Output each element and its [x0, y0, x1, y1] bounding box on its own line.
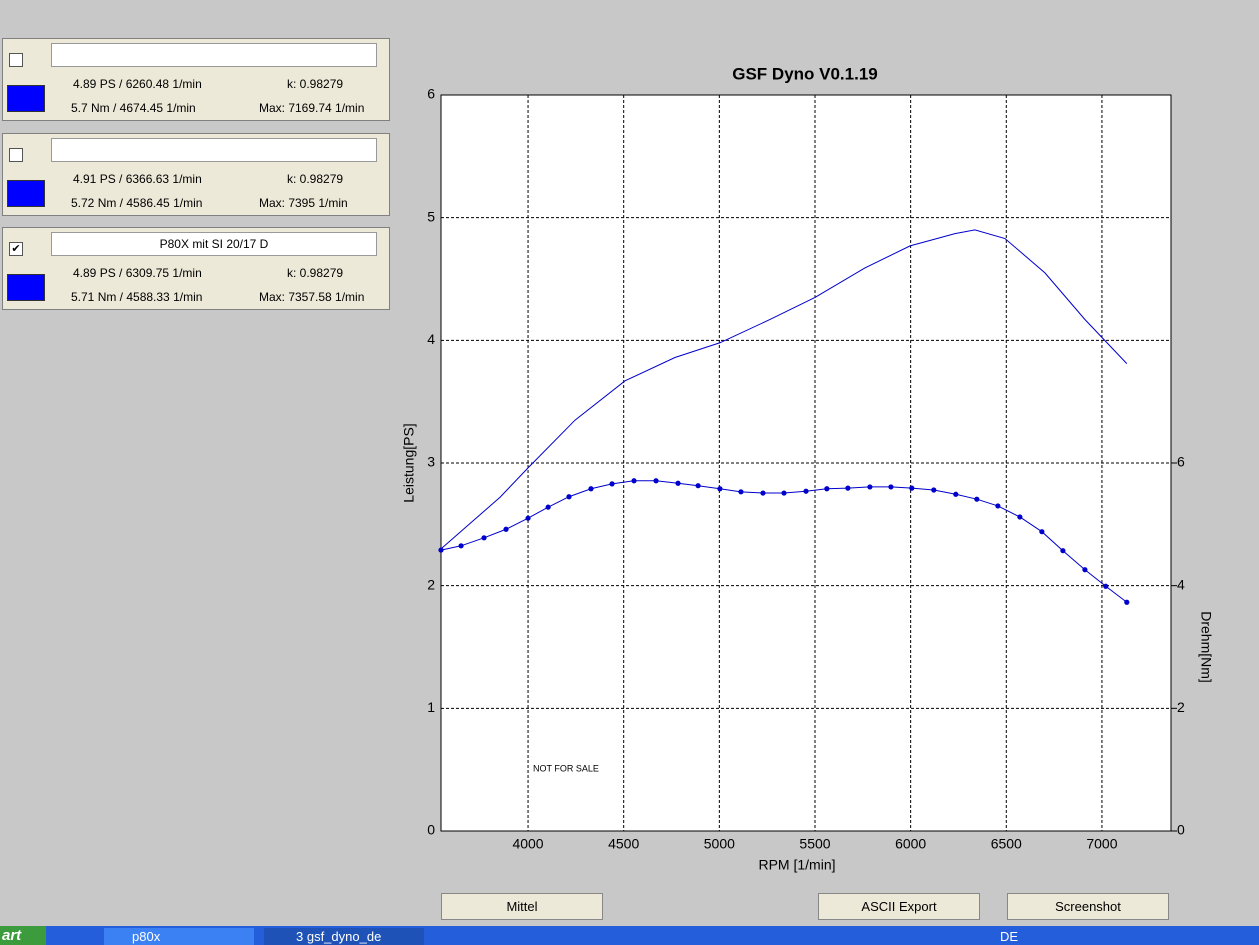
y2-tick-label: 6 — [1177, 454, 1185, 470]
data-point — [503, 526, 509, 532]
panel-torque: 5.71 Nm / 4588.33 1/min — [71, 290, 203, 304]
color-swatch[interactable] — [7, 179, 45, 207]
data-point — [1103, 583, 1109, 589]
panel-max: Max: 7357.58 1/min — [259, 290, 365, 304]
annotation: NOT FOR SALE — [533, 763, 599, 773]
x-tick-label: 4500 — [608, 836, 639, 852]
data-point — [545, 504, 551, 510]
run-name-field[interactable] — [51, 137, 377, 162]
data-point — [438, 547, 444, 553]
x-tick-label: 6000 — [895, 836, 926, 852]
y-tick-label: 5 — [427, 208, 435, 224]
data-point — [738, 489, 744, 495]
x-tick-label: 5000 — [704, 836, 735, 852]
data-point — [974, 496, 980, 502]
data-point — [909, 485, 915, 491]
data-point — [824, 486, 830, 492]
language-indicator[interactable]: DE — [1000, 929, 1019, 944]
y-tick-label: 1 — [427, 699, 435, 715]
checkbox[interactable]: ✔ — [9, 242, 23, 256]
data-point — [995, 503, 1001, 509]
data-point — [1039, 529, 1045, 535]
data-point — [695, 483, 701, 489]
data-point — [760, 490, 766, 496]
color-swatch[interactable] — [7, 274, 45, 301]
data-point — [525, 515, 531, 521]
panel-k: k: 0.98279 — [287, 266, 344, 280]
data-point — [653, 478, 659, 484]
taskbar: art p80x 3 gsf_dyno_de DE — [0, 926, 1259, 945]
run-name-field[interactable] — [51, 43, 377, 67]
data-point — [609, 481, 615, 487]
data-point — [781, 490, 787, 496]
data-point — [675, 480, 681, 486]
data-point — [717, 486, 723, 492]
y-axis-label: Leistung[PS] — [401, 423, 417, 502]
color-swatch[interactable] — [7, 85, 45, 112]
panel-torque: 5.72 Nm / 4586.45 1/min — [71, 195, 203, 210]
y2-axis-label: Drehm[Nm] — [1198, 611, 1214, 683]
data-point — [1017, 514, 1023, 520]
data-point — [566, 494, 572, 500]
panel-power: 4.89 PS / 6260.48 1/min — [73, 77, 202, 91]
y2-tick-label: 0 — [1177, 822, 1185, 838]
button[interactable]: Screenshot — [1007, 893, 1169, 920]
y2-tick-label: 2 — [1177, 699, 1185, 715]
y-tick-label: 0 — [427, 822, 435, 838]
data-point — [588, 486, 594, 492]
button[interactable]: ASCII Export — [818, 893, 980, 920]
x-axis-label: RPM [1/min] — [758, 857, 835, 873]
start-button[interactable]: art — [0, 926, 46, 945]
y-tick-label: 6 — [427, 86, 435, 102]
run-name-field[interactable]: P80X mit SI 20/17 D — [51, 232, 377, 256]
data-point — [803, 488, 809, 494]
panel-torque: 5.7 Nm / 4674.45 1/min — [71, 101, 196, 115]
data-point — [867, 484, 873, 490]
data-point — [1060, 548, 1066, 554]
button[interactable]: Mittel — [441, 893, 603, 920]
checkbox[interactable] — [9, 53, 23, 67]
data-point — [458, 543, 464, 549]
chart: GSF Dyno V0.1.19 RPM [1/min] Leistung[PS… — [401, 64, 1215, 873]
chart-title: GSF Dyno V0.1.19 — [732, 64, 878, 83]
taskbar-item[interactable]: 3 gsf_dyno_de — [264, 928, 424, 945]
y2-tick-label: 4 — [1177, 576, 1185, 592]
panel-max: Max: 7169.74 1/min — [259, 101, 365, 115]
data-line — [440, 229, 1128, 550]
y-tick-label: 4 — [427, 331, 435, 347]
run-panel: ✔ P80X mit SI 20/17 D 4.89 PS / 6309.75 1/… — [2, 227, 390, 310]
checkbox[interactable] — [9, 147, 23, 162]
data-point — [481, 535, 487, 541]
panel-max: Max: 7395 1/min — [259, 195, 348, 210]
x-tick-label: 5500 — [799, 836, 830, 852]
data-point — [953, 491, 959, 497]
data-point — [931, 487, 937, 493]
taskbar-item[interactable]: p80x — [104, 928, 254, 945]
panel-power: 4.89 PS / 6309.75 1/min — [73, 266, 202, 280]
panel-k: k: 0.98279 — [287, 171, 344, 186]
y-tick-label: 3 — [427, 454, 435, 470]
data-point — [888, 484, 894, 490]
y-tick-label: 2 — [427, 576, 435, 592]
panel-k: k: 0.98279 — [287, 77, 344, 91]
x-tick-label: 4000 — [512, 836, 543, 852]
data-point — [631, 478, 637, 484]
x-tick-label: 7000 — [1086, 836, 1117, 852]
run-panel: 4.89 PS / 6260.48 1/min k: 0.98279 5.7 Nm … — [2, 38, 390, 121]
data-point — [845, 485, 851, 491]
data-point — [1082, 567, 1088, 573]
x-tick-label: 6500 — [991, 836, 1022, 852]
panel-power: 4.91 PS / 6366.63 1/min — [73, 171, 202, 186]
run-panel: 4.91 PS / 6366.63 1/min k: 0.98279 5.72 Nm… — [2, 132, 390, 216]
data-point — [1124, 599, 1130, 605]
